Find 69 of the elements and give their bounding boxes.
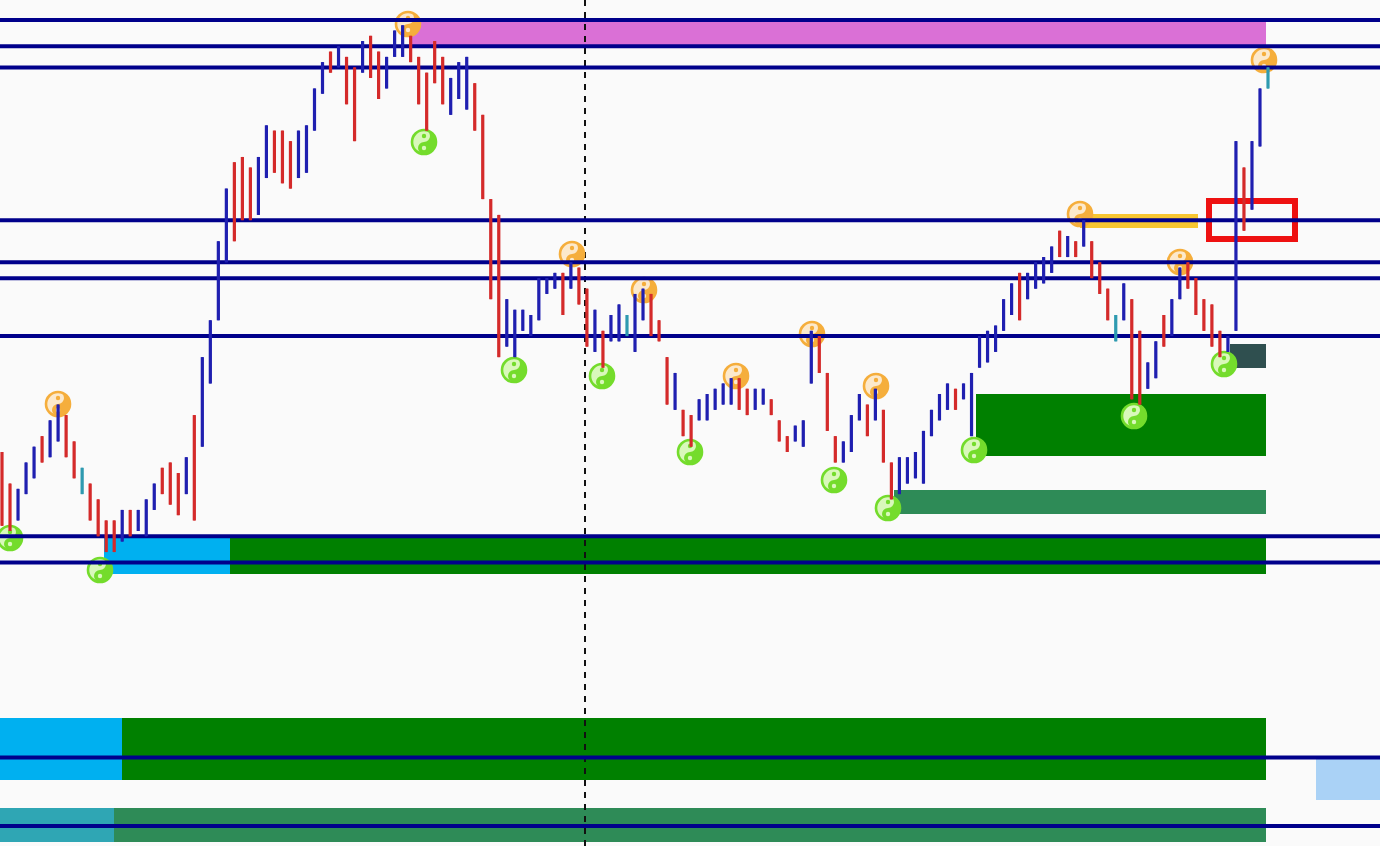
candlestick (1050, 245, 1054, 274)
candlestick (993, 324, 998, 353)
candlestick (833, 435, 837, 464)
candlestick (977, 335, 982, 369)
candlestick (96, 498, 100, 538)
candlestick (537, 277, 541, 322)
candlestick (48, 419, 52, 459)
candlestick (601, 329, 605, 369)
candlestick (1186, 261, 1190, 290)
candlestick (1090, 240, 1094, 280)
candlestick (673, 371, 677, 411)
candlestick (184, 456, 188, 496)
candlestick (120, 508, 124, 543)
candlestick (665, 356, 669, 406)
candlestick (1194, 277, 1198, 317)
candlestick (729, 377, 733, 406)
candlestick (312, 87, 317, 132)
candlestick (401, 24, 405, 58)
candlestick (817, 335, 821, 374)
candlestick (513, 308, 517, 359)
candlestick (905, 456, 910, 485)
candlestick (897, 456, 902, 496)
candlestick (945, 382, 950, 411)
candlestick (569, 261, 573, 290)
candlestick (505, 298, 509, 348)
candlestick (64, 414, 68, 459)
candlestick (705, 393, 709, 422)
candlestick (1082, 219, 1086, 248)
candlestick (1154, 340, 1158, 380)
candlestick (1202, 298, 1206, 332)
candlestick (1114, 314, 1118, 343)
candlestick (320, 61, 325, 95)
candlestick (937, 393, 942, 422)
candlestick (721, 382, 725, 406)
candlestick (473, 82, 477, 132)
candlestick (1170, 298, 1174, 338)
candlestick (1162, 314, 1166, 348)
candlestick (1009, 282, 1014, 317)
candlestick (849, 414, 853, 453)
candlestick (1034, 261, 1038, 290)
candlestick (609, 314, 613, 343)
candlestick (857, 393, 861, 422)
candlestick (449, 76, 453, 116)
candlestick (393, 29, 397, 58)
candlestick (1098, 261, 1102, 295)
candlestick (1042, 256, 1046, 285)
candlestick (841, 440, 845, 464)
candlestick (593, 308, 597, 353)
candlestick (272, 129, 277, 174)
candlestick (144, 498, 148, 538)
candlestick (433, 40, 437, 85)
candlestick (1001, 298, 1006, 332)
candlestick (1122, 282, 1126, 322)
candlestick (457, 61, 461, 101)
candlestick (152, 482, 156, 511)
candlestick (72, 440, 76, 480)
candlestick (304, 124, 309, 174)
candlestick (801, 419, 805, 448)
candlestick (1210, 303, 1214, 348)
candlestick (104, 519, 108, 554)
candlestick (1146, 361, 1150, 390)
candlestick (112, 519, 116, 554)
candlestick (176, 472, 180, 517)
candlestick (40, 435, 44, 464)
candlestick (168, 461, 172, 506)
candlestick (360, 40, 365, 74)
candlestick (409, 34, 413, 64)
candlestick (368, 34, 373, 79)
candlestick (288, 140, 293, 190)
